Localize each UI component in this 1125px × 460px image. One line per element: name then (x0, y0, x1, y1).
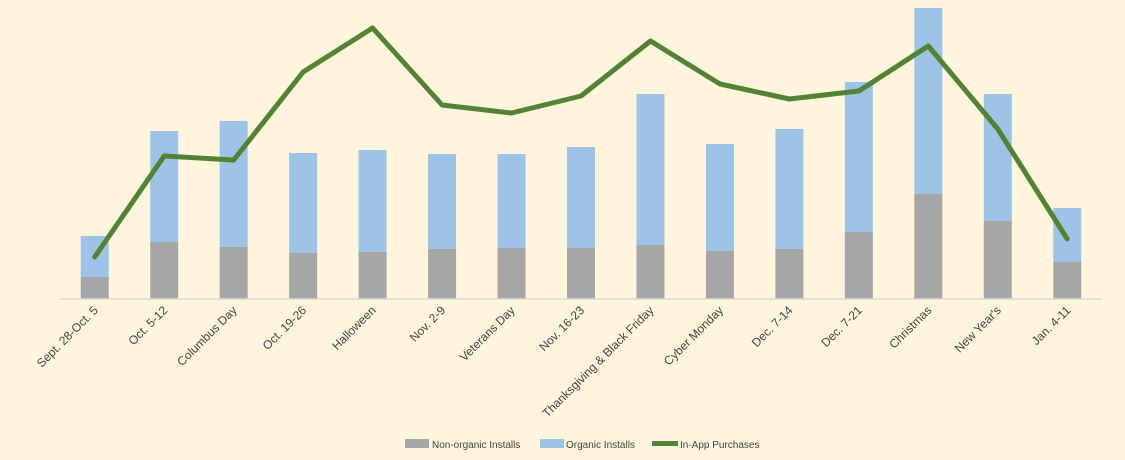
bar-organic-installs-dec-7-14 (775, 129, 804, 249)
x-tick-label-new-year-s: New Year's (952, 303, 1004, 355)
x-tick-label-cyber-monday: Cyber Monday (661, 303, 726, 368)
bar-organic-installs-veterans-day (497, 154, 526, 248)
line-layer (92, 25, 1070, 260)
x-tick-label-thanksgiving-black-friday: Thanksgiving & Black Friday (540, 303, 657, 420)
line-in-app-purchases (92, 25, 1070, 260)
x-tick-label-dec-7-21: Dec. 7-21 (818, 303, 865, 350)
bar-non-organic-installs-dec-7-14 (775, 249, 804, 299)
x-tick-label-columbus-day: Columbus Day (174, 303, 240, 369)
legend-label-non-organic: Non-organic Installs (432, 440, 520, 451)
bar-non-organic-installs-columbus-day (219, 247, 248, 299)
legend-label-in-app: In-App Purchases (680, 440, 760, 451)
bar-organic-installs-nov-2-9 (428, 154, 457, 249)
x-tick-label-veterans-day: Veterans Day (457, 303, 518, 364)
x-tick-label-oct-5-12: Oct. 5-12 (126, 303, 171, 348)
bar-non-organic-installs-nov-2-9 (428, 249, 457, 299)
bar-non-organic-installs-nov-16-23 (567, 248, 595, 299)
bar-organic-installs-columbus-day (219, 121, 248, 247)
bar-non-organic-installs-oct-5-12 (150, 242, 179, 299)
x-tick-label-christmas: Christmas (886, 303, 934, 351)
bar-non-organic-installs-thanksgiving-black-friday (636, 245, 665, 299)
bar-organic-installs-oct-5-12 (150, 131, 179, 242)
x-tick-label-oct-19-26: Oct. 19-26 (260, 303, 310, 353)
legend: Non-organic Installs Organic Installs In… (405, 439, 760, 451)
x-tick-label-sept-28-oct-5: Sept. 28-Oct. 5 (34, 303, 101, 370)
x-tick-label-jan-4-11: Jan. 4-11 (1029, 303, 1074, 348)
x-tick-label-dec-7-14: Dec. 7-14 (749, 303, 796, 350)
bars-layer (80, 8, 1082, 299)
bar-organic-installs-dec-7-21 (844, 82, 873, 232)
bar-organic-installs-cyber-monday (705, 144, 734, 251)
bar-organic-installs-halloween (358, 150, 387, 252)
x-tick-label-nov-16-23: Nov. 16-23 (536, 303, 587, 354)
legend-swatch-non-organic (405, 439, 429, 448)
bar-non-organic-installs-dec-7-21 (844, 232, 873, 299)
legend-label-organic: Organic Installs (566, 440, 635, 451)
bar-organic-installs-nov-16-23 (567, 147, 595, 248)
bar-non-organic-installs-jan-4-11 (1053, 262, 1082, 299)
bar-organic-installs-thanksgiving-black-friday (636, 94, 665, 245)
bar-non-organic-installs-veterans-day (497, 248, 526, 299)
bar-non-organic-installs-sept-28-oct-5 (80, 277, 109, 299)
bar-non-organic-installs-halloween (358, 252, 387, 299)
x-tick-label-halloween: Halloween (329, 303, 379, 353)
bar-organic-installs-new-year-s (983, 94, 1012, 221)
x-axis-labels: Sept. 28-Oct. 5 Oct. 5-12 Columbus Day Oct.… (34, 303, 1074, 420)
bar-non-organic-installs-oct-19-26 (289, 253, 318, 299)
bar-organic-installs-christmas (914, 8, 943, 194)
bar-organic-installs-oct-19-26 (289, 153, 318, 253)
bar-non-organic-installs-cyber-monday (705, 251, 734, 299)
bar-non-organic-installs-new-year-s (983, 221, 1012, 299)
legend-swatch-organic (540, 439, 564, 448)
bar-non-organic-installs-christmas (914, 194, 943, 299)
x-tick-label-nov-2-9: Nov. 2-9 (407, 303, 449, 345)
